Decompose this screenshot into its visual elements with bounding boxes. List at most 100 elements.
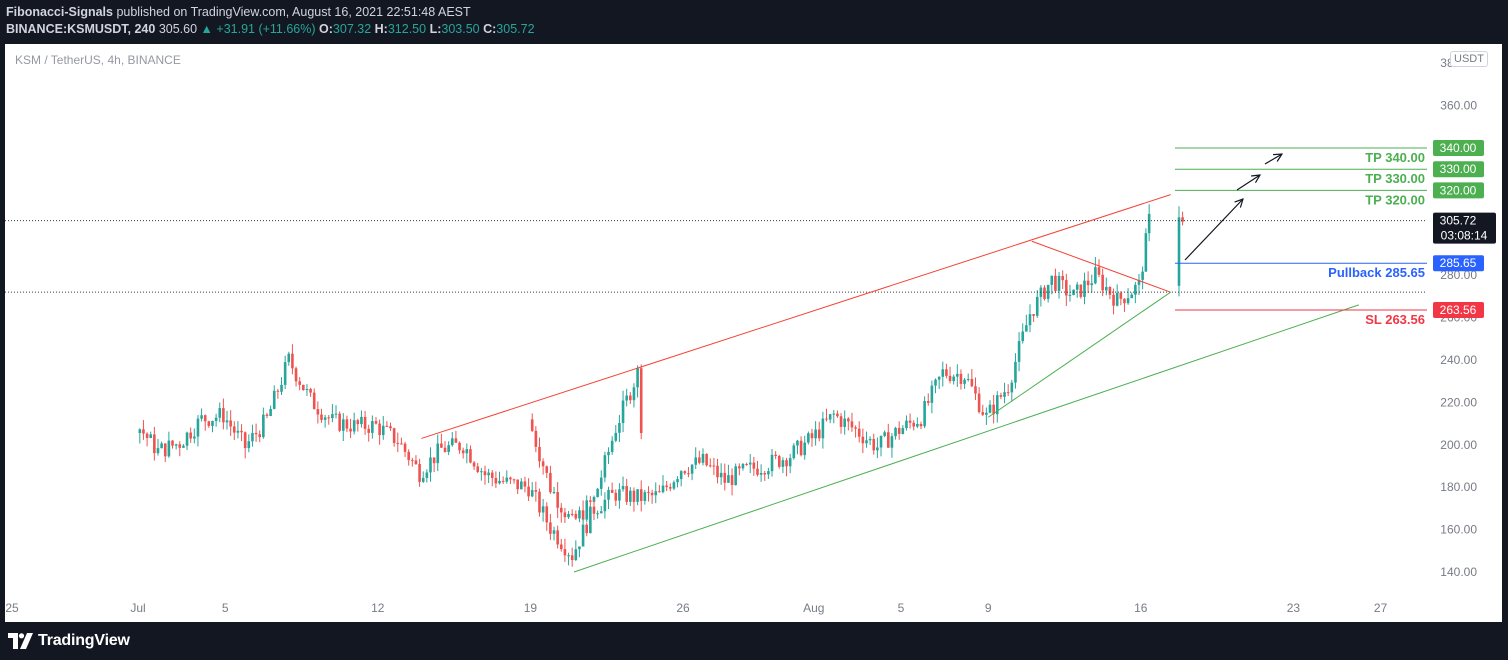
candle[interactable] bbox=[1054, 268, 1057, 294]
candle[interactable] bbox=[803, 435, 807, 460]
candle[interactable] bbox=[218, 402, 222, 423]
candle[interactable] bbox=[450, 432, 454, 447]
candle[interactable] bbox=[861, 428, 865, 454]
candle[interactable] bbox=[320, 408, 323, 423]
candle[interactable] bbox=[385, 421, 389, 428]
candle[interactable] bbox=[1130, 292, 1134, 299]
candle[interactable] bbox=[741, 462, 745, 471]
candle[interactable] bbox=[788, 453, 792, 474]
candle[interactable] bbox=[447, 441, 450, 456]
candle[interactable] bbox=[280, 377, 283, 396]
candle[interactable] bbox=[574, 510, 578, 521]
candle[interactable] bbox=[916, 417, 919, 429]
candle[interactable] bbox=[207, 420, 211, 428]
candle[interactable] bbox=[1097, 259, 1101, 278]
candle[interactable] bbox=[1141, 266, 1144, 290]
candle[interactable] bbox=[625, 478, 628, 506]
resistance-trendline[interactable] bbox=[421, 194, 1171, 439]
candle[interactable] bbox=[639, 364, 643, 440]
candle[interactable] bbox=[1144, 228, 1148, 272]
candle[interactable] bbox=[193, 428, 196, 444]
candle[interactable] bbox=[679, 470, 683, 487]
candle[interactable] bbox=[352, 412, 356, 435]
candle[interactable] bbox=[258, 430, 262, 443]
candle[interactable] bbox=[509, 476, 512, 485]
candle[interactable] bbox=[534, 481, 538, 502]
candle[interactable] bbox=[926, 393, 930, 406]
tradingview-logo[interactable]: TradingView bbox=[8, 631, 130, 651]
candle[interactable] bbox=[817, 421, 821, 442]
candle[interactable] bbox=[494, 471, 498, 488]
candle[interactable] bbox=[367, 424, 371, 442]
candle[interactable] bbox=[999, 392, 1003, 400]
candle[interactable] bbox=[232, 421, 236, 441]
candle[interactable] bbox=[599, 470, 603, 496]
candle[interactable] bbox=[1014, 353, 1017, 389]
candle[interactable] bbox=[636, 489, 639, 506]
projection-arrow[interactable] bbox=[1264, 154, 1282, 165]
candle[interactable] bbox=[501, 476, 505, 484]
candle[interactable] bbox=[937, 376, 941, 389]
candle[interactable] bbox=[828, 413, 832, 424]
publisher-name[interactable]: Fibonacci-Signals bbox=[6, 5, 113, 19]
candle[interactable] bbox=[305, 384, 309, 396]
candle[interactable] bbox=[243, 431, 247, 459]
candle[interactable] bbox=[334, 405, 338, 419]
candle[interactable] bbox=[378, 419, 381, 445]
candle[interactable] bbox=[421, 471, 425, 483]
candle[interactable] bbox=[229, 410, 232, 436]
candle[interactable] bbox=[618, 414, 621, 442]
candle[interactable] bbox=[857, 421, 861, 443]
level-price-tag[interactable]: 285.65 bbox=[1433, 255, 1484, 272]
candle[interactable] bbox=[977, 387, 981, 414]
candle[interactable] bbox=[923, 396, 926, 429]
candle[interactable] bbox=[454, 430, 458, 443]
candle[interactable] bbox=[389, 422, 392, 431]
candle[interactable] bbox=[654, 482, 658, 504]
candle[interactable] bbox=[963, 378, 966, 389]
candle[interactable] bbox=[738, 463, 741, 476]
candle[interactable] bbox=[581, 517, 585, 547]
candle[interactable] bbox=[349, 418, 352, 439]
candle[interactable] bbox=[200, 408, 203, 422]
candle[interactable] bbox=[487, 468, 490, 484]
candle[interactable] bbox=[381, 416, 385, 440]
candle[interactable] bbox=[839, 413, 843, 434]
candle[interactable] bbox=[1137, 273, 1141, 296]
candle[interactable] bbox=[545, 502, 549, 531]
candle[interactable] bbox=[530, 481, 534, 498]
candle[interactable] bbox=[836, 410, 839, 418]
candle[interactable] bbox=[236, 421, 240, 439]
candle[interactable] bbox=[665, 480, 668, 492]
candle[interactable] bbox=[1025, 314, 1028, 332]
candle[interactable] bbox=[1065, 273, 1068, 306]
candle[interactable] bbox=[1010, 379, 1014, 402]
candle[interactable] bbox=[545, 465, 549, 479]
candle[interactable] bbox=[174, 443, 178, 450]
candle[interactable] bbox=[516, 479, 519, 494]
candle[interactable] bbox=[694, 447, 698, 470]
candle[interactable] bbox=[1101, 268, 1104, 297]
candle[interactable] bbox=[607, 447, 610, 465]
candle[interactable] bbox=[160, 441, 163, 449]
candle[interactable] bbox=[701, 448, 705, 466]
candle[interactable] bbox=[472, 460, 476, 470]
candle[interactable] bbox=[930, 380, 934, 414]
candle[interactable] bbox=[607, 486, 610, 510]
candle[interactable] bbox=[625, 388, 628, 407]
level-price-tag[interactable]: 340.00 bbox=[1433, 140, 1484, 156]
candle[interactable] bbox=[578, 506, 581, 523]
candle[interactable] bbox=[538, 488, 541, 517]
candle[interactable] bbox=[203, 414, 207, 431]
candle[interactable] bbox=[498, 471, 501, 485]
candle[interactable] bbox=[945, 363, 948, 379]
candle[interactable] bbox=[1032, 314, 1035, 322]
trade-levels[interactable]: TP 340.00 340.00 TP 330.00 330.00 TP 320.00 3… bbox=[1175, 140, 1484, 327]
candle[interactable] bbox=[552, 486, 556, 495]
candle[interactable] bbox=[189, 427, 192, 443]
candle[interactable] bbox=[821, 411, 825, 449]
candle[interactable] bbox=[563, 538, 567, 562]
candle[interactable] bbox=[316, 401, 320, 424]
candle[interactable] bbox=[995, 391, 999, 423]
candle[interactable] bbox=[777, 454, 781, 469]
